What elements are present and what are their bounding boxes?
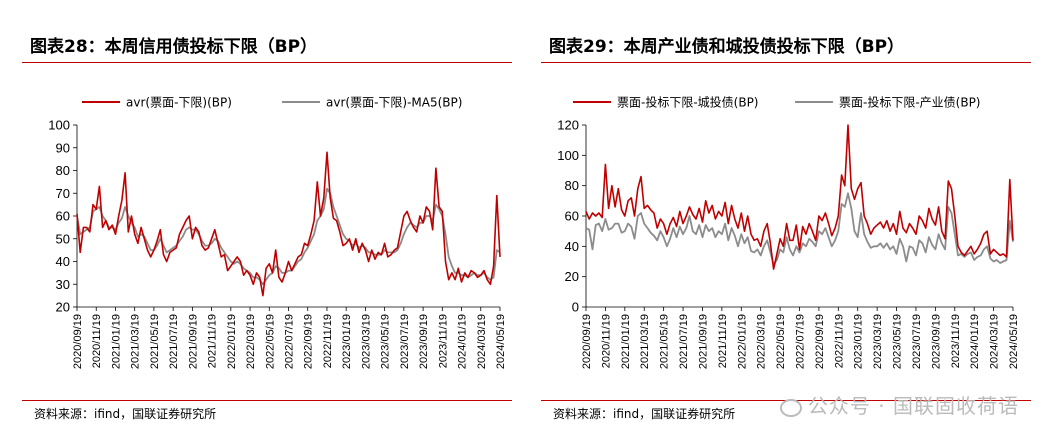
y-tick-label: 40 — [56, 254, 70, 269]
y-tick-label: 20 — [565, 269, 579, 284]
x-tick-label: 2024/03/19 — [476, 314, 488, 369]
legend-label-2: 票面-投标下限-产业债(BP) — [839, 95, 981, 110]
legend-label-1: 票面-投标下限-城投债(BP) — [617, 95, 759, 110]
x-tick-label: 2023/01/19 — [341, 314, 353, 369]
x-tick-label: 2021/03/19 — [639, 314, 651, 369]
source-note: 资料来源：ifind，国联证券研究所 — [34, 407, 217, 421]
x-tick-label: 2021/09/19 — [187, 314, 199, 369]
legend-label-2: avr(票面-下限)-MA5(BP) — [326, 96, 462, 110]
x-tick-label: 2023/07/19 — [911, 314, 923, 369]
x-tick-label: 2022/07/19 — [795, 314, 807, 369]
x-tick-label: 2023/05/19 — [380, 314, 392, 369]
series-line-2 — [76, 187, 501, 286]
y-tick-label: 80 — [565, 178, 579, 193]
x-tick-label: 2023/09/19 — [930, 314, 942, 369]
x-tick-label: 2021/07/19 — [168, 314, 180, 369]
y-tick-label: 0 — [572, 300, 579, 315]
y-tick-label: 30 — [56, 277, 70, 292]
x-tick-label: 2021/03/19 — [130, 314, 142, 369]
x-tick-label: 2020/09/19 — [581, 314, 593, 369]
x-tick-label: 2024/05/19 — [1008, 314, 1020, 369]
x-tick-label: 2023/03/19 — [360, 314, 372, 369]
chart-plot: 0 20 40 60 80 100 120 2020/09/19 2020/11/19 2021/… — [557, 95, 1020, 370]
x-tick-label: 2022/07/19 — [284, 314, 296, 369]
x-tick-label: 2022/05/19 — [775, 314, 787, 369]
watermark: 公众号 · 国联固收荷语 — [779, 390, 1019, 419]
x-tick-label: 2022/01/19 — [226, 314, 238, 369]
x-tick-label: 2023/01/19 — [853, 314, 865, 369]
x-tick-label: 2020/09/19 — [72, 314, 84, 369]
y-tick-label: 80 — [56, 163, 70, 178]
chart-plot: 20 30 40 50 60 70 80 90 100 2020/09/19 2020/11/19 2… — [48, 96, 507, 370]
x-tick-label: 2022/09/19 — [303, 314, 315, 369]
x-tick-label: 2021/07/19 — [678, 314, 690, 369]
x-tick-label: 2022/09/19 — [814, 314, 826, 369]
series-line-1 — [76, 151, 501, 297]
x-tick-label: 2022/11/19 — [833, 314, 845, 368]
chart-title: 图表28：本周信用债投标下限（BP） — [30, 37, 318, 57]
x-tick-label: 2024/05/19 — [495, 314, 507, 369]
x-tick-label: 2022/05/19 — [264, 314, 276, 369]
x-tick-label: 2020/11/19 — [91, 314, 103, 368]
x-tick-label: 2023/07/19 — [399, 314, 411, 369]
x-tick-label: 2022/03/19 — [245, 314, 257, 369]
y-tick-label: 90 — [56, 140, 70, 155]
x-tick-label: 2024/01/19 — [969, 314, 981, 369]
y-tick-label: 70 — [56, 186, 70, 201]
legend-label-1: avr(票面-下限)(BP) — [126, 96, 232, 110]
footer-rule — [22, 400, 512, 401]
y-tick-label: 120 — [557, 118, 579, 133]
y-tick-label: 20 — [56, 300, 70, 315]
x-tick-label: 2021/11/19 — [717, 314, 729, 368]
x-tick-label: 2021/11/19 — [207, 314, 219, 368]
chart-panel-28: 图表28：本周信用债投标下限（BP） 20 30 40 50 60 70 80 90 100 20… — [22, 22, 512, 427]
series-line-2 — [585, 192, 1014, 266]
y-tick-label: 100 — [48, 118, 70, 133]
x-tick-label: 2022/01/19 — [736, 314, 748, 369]
x-tick-label: 2023/11/19 — [437, 314, 449, 368]
source-note: 资料来源：ifind，国联证券研究所 — [553, 407, 736, 421]
chart-panel-29: 图表29：本周产业债和城投债投标下限（BP） 0 20 40 60 80 100 120 20… — [541, 22, 1031, 427]
y-tick-label: 40 — [565, 239, 579, 254]
x-tick-label: 2023/03/19 — [872, 314, 884, 369]
y-tick-label: 60 — [56, 209, 70, 224]
x-tick-label: 2021/01/19 — [110, 314, 122, 369]
title-rule — [22, 62, 512, 63]
x-tick-label: 2024/03/19 — [989, 314, 1001, 369]
x-tick-label: 2024/01/19 — [457, 314, 469, 369]
x-tick-label: 2021/01/19 — [620, 314, 632, 369]
y-tick-label: 60 — [565, 209, 579, 224]
chat-bubble-icon — [779, 398, 802, 417]
x-tick-label: 2023/05/19 — [892, 314, 904, 369]
watermark-text: 公众号 · 国联固收荷语 — [807, 394, 1019, 418]
x-tick-label: 2021/05/19 — [149, 314, 161, 369]
series-line-1 — [585, 124, 1014, 270]
x-tick-label: 2023/11/19 — [950, 314, 962, 368]
x-tick-label: 2020/11/19 — [600, 314, 612, 368]
x-tick-label: 2022/11/19 — [322, 314, 334, 368]
x-tick-label: 2021/05/19 — [659, 314, 671, 369]
title-rule — [541, 62, 1031, 63]
y-tick-label: 50 — [56, 231, 70, 246]
x-tick-label: 2022/03/19 — [756, 314, 768, 369]
x-tick-label: 2023/09/19 — [418, 314, 430, 369]
x-tick-label: 2021/09/19 — [697, 314, 709, 369]
chart-title: 图表29：本周产业债和城投债投标下限（BP） — [549, 37, 905, 57]
y-tick-label: 100 — [557, 148, 579, 163]
